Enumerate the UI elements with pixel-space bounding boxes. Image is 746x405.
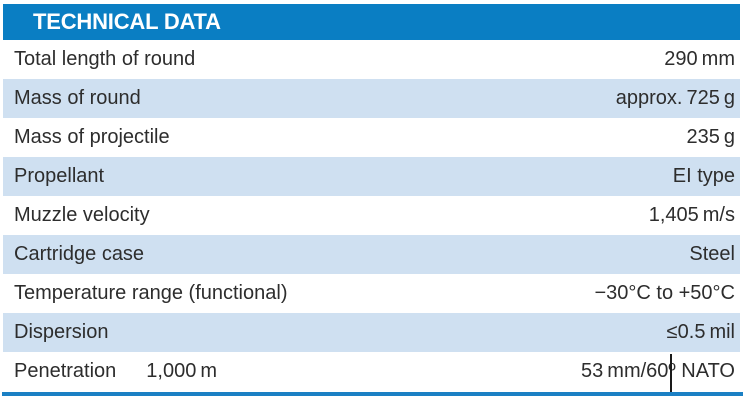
row-label: Temperature range (functional) — [14, 282, 288, 304]
row-value: approx. 725 g — [615, 87, 735, 109]
row-value: 290 mm — [664, 48, 735, 70]
table-bottom-rule — [2, 392, 743, 396]
row-value: Steel — [689, 243, 735, 265]
row-value: 235 g — [686, 126, 736, 148]
table-row: Propellant EI type — [3, 157, 740, 196]
table-row: Dispersion ≤0.5 mil — [3, 313, 740, 352]
row-value: EI type — [672, 165, 735, 187]
table-rows: Total length of round 290 mm Mass of rou… — [3, 40, 740, 391]
row-value: ≤0.5 mil — [666, 321, 735, 343]
row-label: Cartridge case — [14, 243, 145, 265]
row-value: −30°C to +50°C — [594, 282, 735, 304]
row-sub-label: 1,000 m — [146, 360, 218, 382]
table-title: TECHNICAL DATA — [33, 9, 221, 34]
row-label: Propellant — [14, 165, 105, 187]
row-value: 53 mm/60º NATO — [581, 360, 735, 382]
row-label: Dispersion — [14, 321, 109, 343]
row-label: Mass of round — [14, 87, 141, 109]
table-row: Muzzle velocity 1,405 m/s — [3, 196, 740, 235]
table-row: Mass of round approx. 725 g — [3, 79, 740, 118]
table-row: Penetration 1,000 m 53 mm/60º NATO — [3, 352, 740, 391]
row-label: Penetration — [14, 360, 117, 382]
table-row: Cartridge case Steel — [3, 235, 740, 274]
row-label: Mass of projectile — [14, 126, 170, 148]
table-title-bar: TECHNICAL DATA — [3, 4, 740, 40]
row-label: Muzzle velocity — [14, 204, 150, 226]
row-label-group: Penetration 1,000 m — [14, 360, 217, 383]
row-label: Total length of round — [14, 48, 196, 70]
table-row: Total length of round 290 mm — [3, 40, 740, 79]
row-value: 1,405 m/s — [648, 204, 735, 226]
text-cursor[interactable] — [670, 354, 672, 392]
table-row: Mass of projectile 235 g — [3, 118, 740, 157]
table-row: Temperature range (functional) −30°C to … — [3, 274, 740, 313]
technical-data-table: TECHNICAL DATA Total length of round 290… — [3, 4, 740, 391]
